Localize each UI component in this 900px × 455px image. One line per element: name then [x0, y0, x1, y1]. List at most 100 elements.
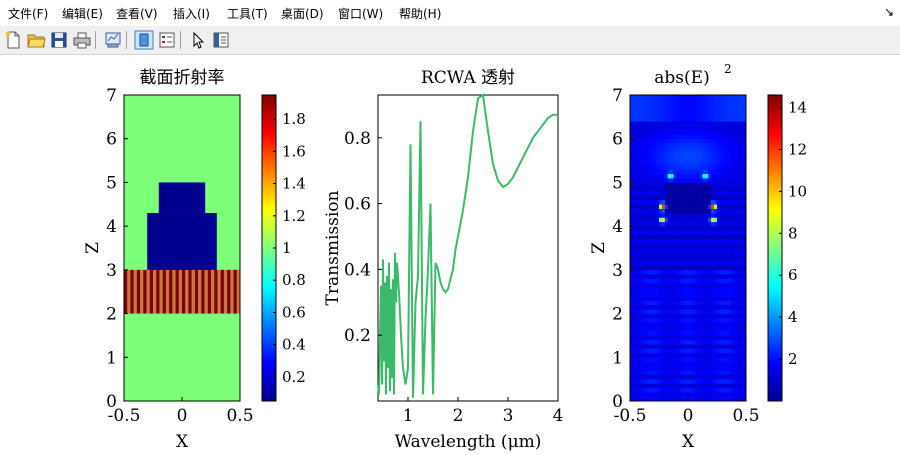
- link-plot-icon[interactable]: [103, 30, 123, 50]
- field-cell: [731, 230, 735, 236]
- legend-icon[interactable]: [157, 30, 177, 50]
- field-cell: [743, 309, 747, 314]
- field-cell: [719, 296, 724, 301]
- field-cell: [714, 160, 718, 166]
- field-cell: [632, 370, 637, 376]
- field-cell: [714, 112, 718, 118]
- field-cell: [673, 392, 677, 397]
- field-cell: [650, 160, 654, 166]
- menu-item-4[interactable]: 工具(T): [227, 7, 268, 21]
- field-cell: [702, 213, 706, 218]
- field-cell: [719, 322, 724, 327]
- field-cell: [728, 392, 732, 397]
- field-cell: [708, 374, 712, 380]
- y-tick-label: 1: [106, 348, 117, 368]
- menu-item-1[interactable]: 编辑(E): [62, 7, 103, 21]
- menu-item-0[interactable]: 文件(F): [8, 7, 49, 21]
- field-cell: [644, 387, 648, 393]
- field-cell: [653, 287, 657, 293]
- field-cell: [656, 217, 660, 223]
- open-folder-icon[interactable]: [26, 30, 46, 50]
- pointer-icon[interactable]: [188, 30, 208, 50]
- field-cell: [644, 339, 648, 345]
- field-cell: [638, 252, 642, 258]
- field-cell: [693, 374, 697, 380]
- field-cell: [708, 108, 712, 113]
- field-cell: [679, 143, 683, 148]
- field-cell: [728, 160, 732, 166]
- menu-item-6[interactable]: 窗口(W): [338, 7, 384, 21]
- field-cell: [708, 230, 712, 236]
- field-cell: [682, 182, 686, 188]
- field-cell: [719, 169, 724, 174]
- menu-item-5[interactable]: 桌面(D): [281, 7, 324, 21]
- field-cell: [650, 182, 654, 188]
- field-cell: [719, 274, 724, 279]
- field-cell: [690, 186, 695, 192]
- field-cell: [635, 234, 639, 240]
- field-cell: [722, 129, 726, 135]
- field-cell: [688, 213, 692, 218]
- field-cell: [653, 208, 657, 214]
- field-cell: [722, 335, 726, 341]
- field-cell: [647, 361, 651, 367]
- field-cell: [664, 317, 668, 323]
- field-cell: [664, 156, 668, 161]
- field-cell: [699, 392, 703, 397]
- field-cell: [688, 182, 692, 188]
- field-cell: [630, 147, 634, 153]
- field-cell: [685, 252, 689, 258]
- field-cell: [670, 300, 674, 306]
- menu-item-7[interactable]: 帮助(H): [399, 7, 442, 21]
- field-cell: [722, 396, 726, 402]
- field-cell: [632, 204, 637, 209]
- field-cell: [728, 383, 732, 389]
- field-cell: [702, 335, 706, 341]
- field-cell: [731, 291, 735, 297]
- field-cell: [728, 370, 732, 376]
- field-cell: [725, 230, 729, 236]
- field-cell: [743, 261, 747, 266]
- field-cell: [708, 278, 712, 284]
- field-cell: [647, 278, 651, 284]
- field-cell: [743, 226, 747, 231]
- field-cell: [638, 156, 642, 161]
- field-cell: [673, 361, 677, 367]
- field-cell: [661, 230, 666, 236]
- field-cell: [664, 243, 668, 249]
- field-cell: [737, 213, 741, 218]
- field-cell: [711, 204, 715, 209]
- field-cell: [659, 296, 663, 301]
- field-cell: [717, 138, 721, 144]
- field-cell: [722, 348, 726, 354]
- field-cell: [664, 204, 668, 209]
- save-icon[interactable]: [49, 30, 69, 50]
- field-cell: [711, 313, 715, 319]
- new-file-icon[interactable]: [3, 30, 23, 50]
- field-cell: [644, 282, 648, 288]
- menu-item-2[interactable]: 查看(V): [116, 7, 158, 21]
- y-tick-label: 1: [612, 348, 623, 368]
- property-inspector-icon[interactable]: [211, 30, 231, 50]
- field-cell: [656, 125, 660, 131]
- menu-item-3[interactable]: 插入(I): [173, 7, 210, 21]
- field-cell: [702, 173, 706, 179]
- field-cell: [688, 204, 692, 209]
- field-cell: [638, 221, 642, 227]
- field-cell: [743, 317, 747, 323]
- field-cell: [740, 379, 744, 384]
- field-cell: [650, 191, 654, 196]
- field-cell: [661, 335, 666, 341]
- field-cell: [714, 370, 718, 376]
- print-icon[interactable]: [72, 30, 92, 50]
- grating-stripe: [140, 269, 144, 314]
- field-cell: [638, 322, 642, 327]
- menu-dock-arrow-icon[interactable]: ↘: [883, 5, 894, 19]
- field-cell: [696, 103, 700, 109]
- field-cell: [682, 108, 686, 113]
- field-cell: [693, 357, 697, 362]
- y-tick-label: 0.2: [344, 326, 371, 346]
- field-cell: [630, 169, 634, 174]
- field-cell: [635, 248, 639, 253]
- dock-icon[interactable]: [134, 30, 154, 50]
